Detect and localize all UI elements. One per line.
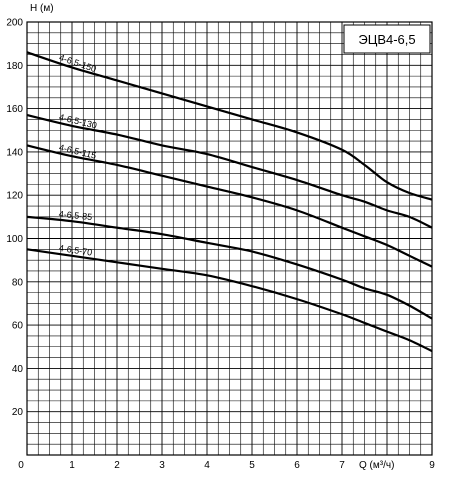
x-axis-label: Q (м³/ч) <box>359 460 394 471</box>
pump-curve <box>26 51 433 201</box>
curve-label: 4-6,5-150 <box>58 52 98 74</box>
chart-title-box: ЭЦВ4-6,5 <box>343 24 431 54</box>
y-tick-label: 160 <box>6 104 23 115</box>
tick-labels: 0 1 2 3 4 5 6 7 9 20 40 60 80 100 120 140 160 180 200 <box>6 18 435 472</box>
y-tick-label: 80 <box>12 277 24 288</box>
curves <box>26 51 433 353</box>
x-tick-label: 7 <box>339 460 345 471</box>
plot-frame <box>26 21 433 456</box>
y-axis-label: H (м) <box>30 3 54 14</box>
curve-label: 4-6,5-85 <box>58 209 92 222</box>
y-tick-label: 60 <box>12 321 24 332</box>
x-tick-label: 1 <box>69 460 75 471</box>
pump-curve <box>26 114 433 229</box>
x-tick-label: 9 <box>429 460 435 471</box>
y-tick-label: 40 <box>12 364 24 375</box>
pump-curve <box>26 215 433 320</box>
y-tick-label: 100 <box>6 234 23 245</box>
pump-curve <box>26 248 433 353</box>
y-tick-label: 20 <box>12 407 24 418</box>
y-tick-label: 180 <box>6 61 23 72</box>
x-tick-label: 5 <box>249 460 255 471</box>
chart-title: ЭЦВ4-6,5 <box>358 32 415 47</box>
x-tick-label: 3 <box>159 460 165 471</box>
curve-label: 4-6,5-70 <box>58 243 93 258</box>
x-tick-label: 6 <box>294 460 300 471</box>
y-tick-label: 200 <box>6 18 23 29</box>
x-tick-label: 2 <box>114 460 120 471</box>
pump-curve <box>26 144 433 268</box>
chart-title-frame <box>343 24 431 54</box>
y-tick-label: 120 <box>6 191 23 202</box>
x-tick-label: 4 <box>204 460 210 471</box>
axes <box>26 21 433 456</box>
x-tick-label: 0 <box>18 460 24 471</box>
y-tick-label: 140 <box>6 147 23 158</box>
